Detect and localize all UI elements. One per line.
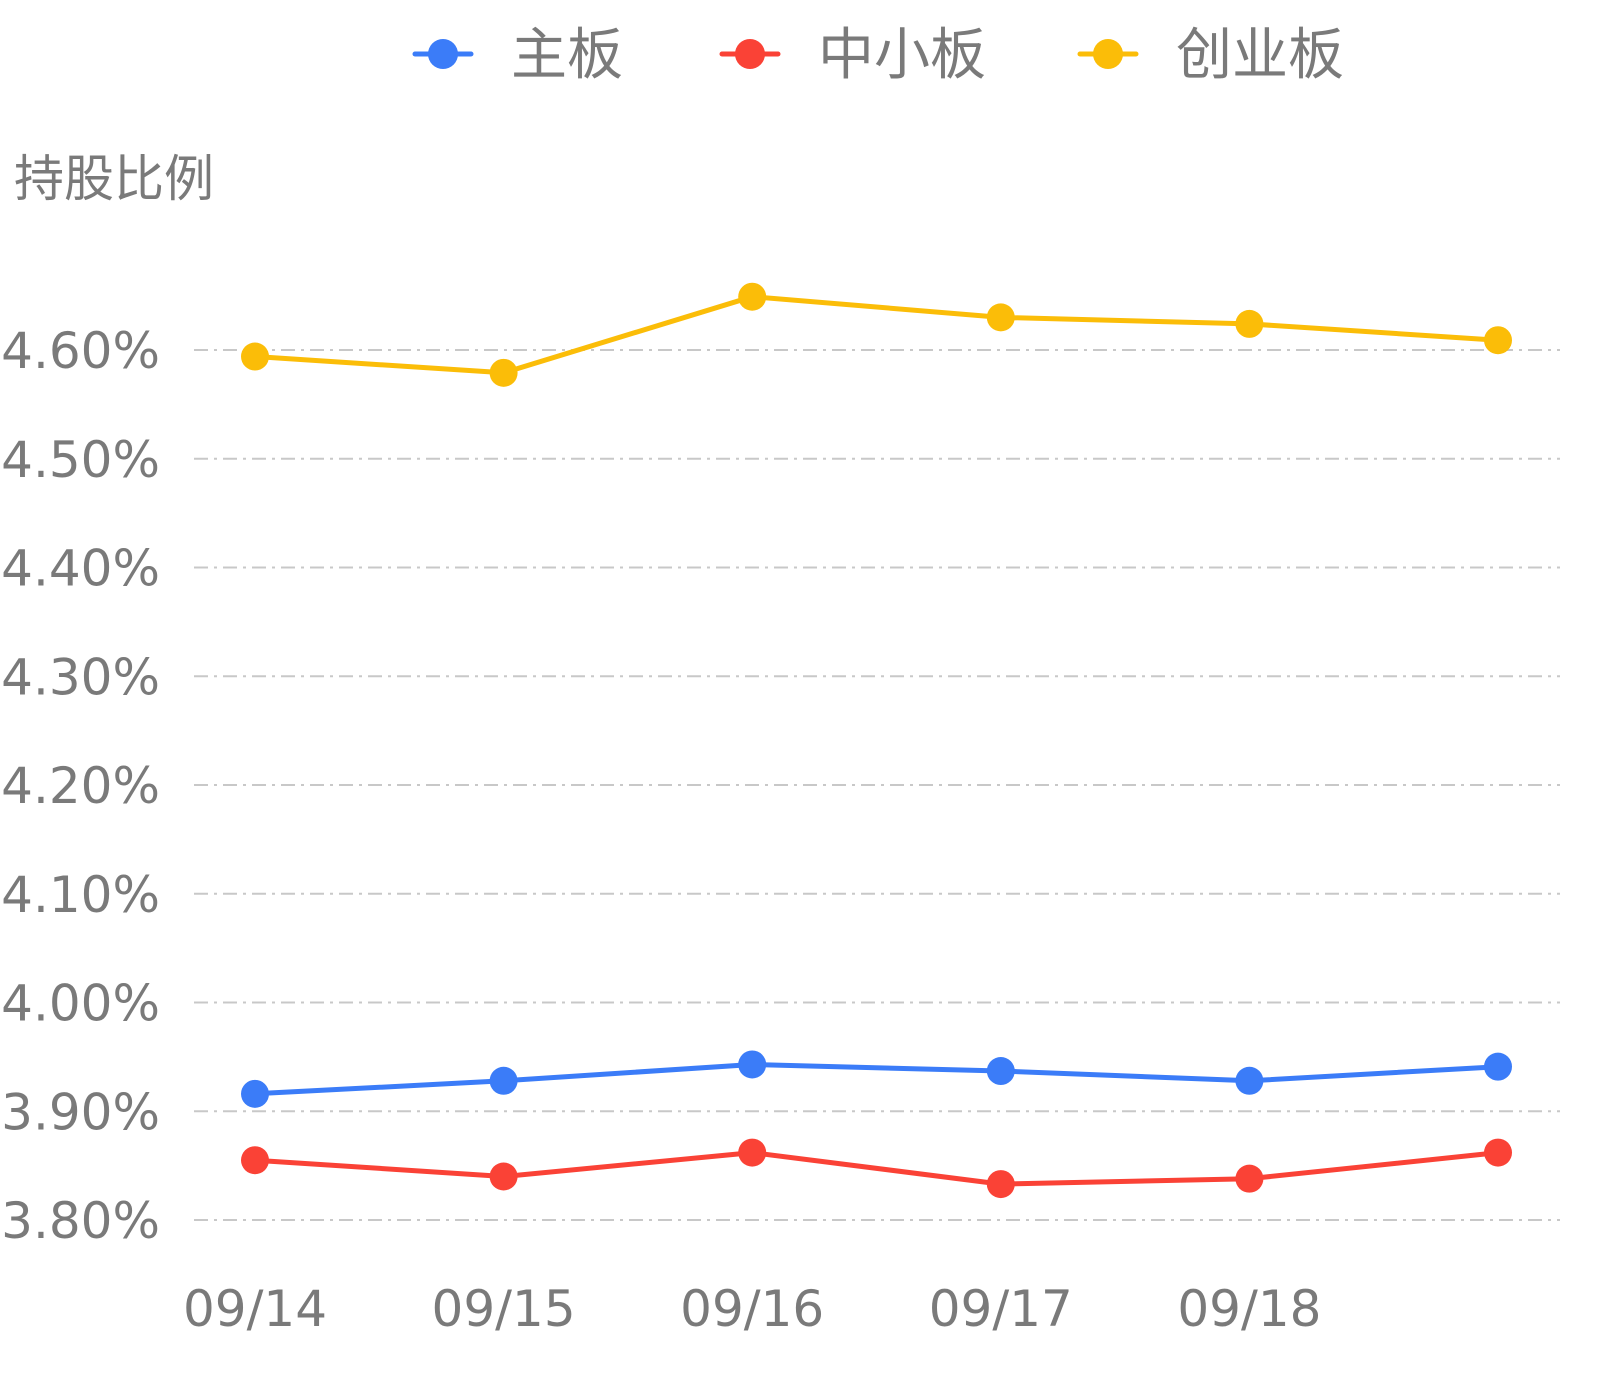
- legend-label: 主板: [511, 23, 623, 88]
- series-line: [252, 294, 1501, 376]
- y-tick-label: 3.80%: [1, 1192, 160, 1250]
- data-point[interactable]: [986, 1170, 1015, 1199]
- legend-item[interactable]: 中小板: [719, 23, 986, 88]
- data-point[interactable]: [1235, 1066, 1264, 1095]
- legend-item[interactable]: 主板: [412, 23, 623, 88]
- data-point[interactable]: [986, 1057, 1015, 1086]
- data-point[interactable]: [241, 342, 269, 371]
- y-tick-label: 4.60%: [1, 322, 160, 380]
- x-tick-label: 09/16: [680, 1280, 824, 1338]
- series-points: [241, 282, 1512, 1199]
- legend-label: 创业板: [1176, 23, 1344, 88]
- data-point[interactable]: [738, 1138, 767, 1167]
- legend-marker-icon: [428, 39, 458, 69]
- series-line: [252, 1062, 1501, 1097]
- gridlines: [194, 349, 1560, 1221]
- data-point[interactable]: [738, 1050, 767, 1079]
- x-tick-label: 09/17: [929, 1280, 1073, 1338]
- data-point[interactable]: [1484, 1138, 1512, 1167]
- data-point[interactable]: [1235, 309, 1264, 338]
- legend-item[interactable]: 创业板: [1077, 23, 1344, 88]
- data-point[interactable]: [489, 1162, 518, 1191]
- y-tick-label: 4.50%: [1, 431, 160, 489]
- y-tick-label: 4.00%: [1, 975, 160, 1033]
- data-point[interactable]: [1235, 1164, 1264, 1193]
- y-tick-label: 4.30%: [1, 648, 160, 706]
- data-point[interactable]: [986, 303, 1015, 332]
- y-tick-label: 4.10%: [1, 866, 160, 924]
- series-line: [252, 1150, 1501, 1187]
- legend-marker-icon: [735, 39, 765, 69]
- y-tick-label: 4.20%: [1, 757, 160, 815]
- y-tick-label: 3.90%: [1, 1083, 160, 1141]
- data-point[interactable]: [241, 1146, 269, 1175]
- data-point[interactable]: [489, 358, 518, 387]
- x-tick-label: 09/18: [1177, 1280, 1321, 1338]
- legend-label: 中小板: [818, 23, 986, 88]
- data-point[interactable]: [241, 1079, 269, 1108]
- data-point[interactable]: [489, 1066, 518, 1095]
- legend-marker-icon: [1093, 39, 1123, 69]
- series-lines: [252, 294, 1501, 1187]
- y-axis-ticks: 3.80% 3.90% 4.00% 4.10% 4.20% 4.30% 4.40% 4.50%…: [1, 322, 160, 1250]
- data-point[interactable]: [1484, 1052, 1512, 1081]
- x-axis-ticks: 09/14 09/15 09/16 09/17 09/18: [183, 1280, 1321, 1338]
- x-tick-label: 09/14: [183, 1280, 327, 1338]
- y-tick-label: 4.40%: [1, 540, 160, 598]
- data-point[interactable]: [1484, 326, 1512, 355]
- legend: 主板 中小板 创业板: [412, 23, 1344, 88]
- y-axis-label: 持股比例: [14, 150, 214, 208]
- data-point[interactable]: [738, 282, 767, 311]
- x-tick-label: 09/15: [432, 1280, 576, 1338]
